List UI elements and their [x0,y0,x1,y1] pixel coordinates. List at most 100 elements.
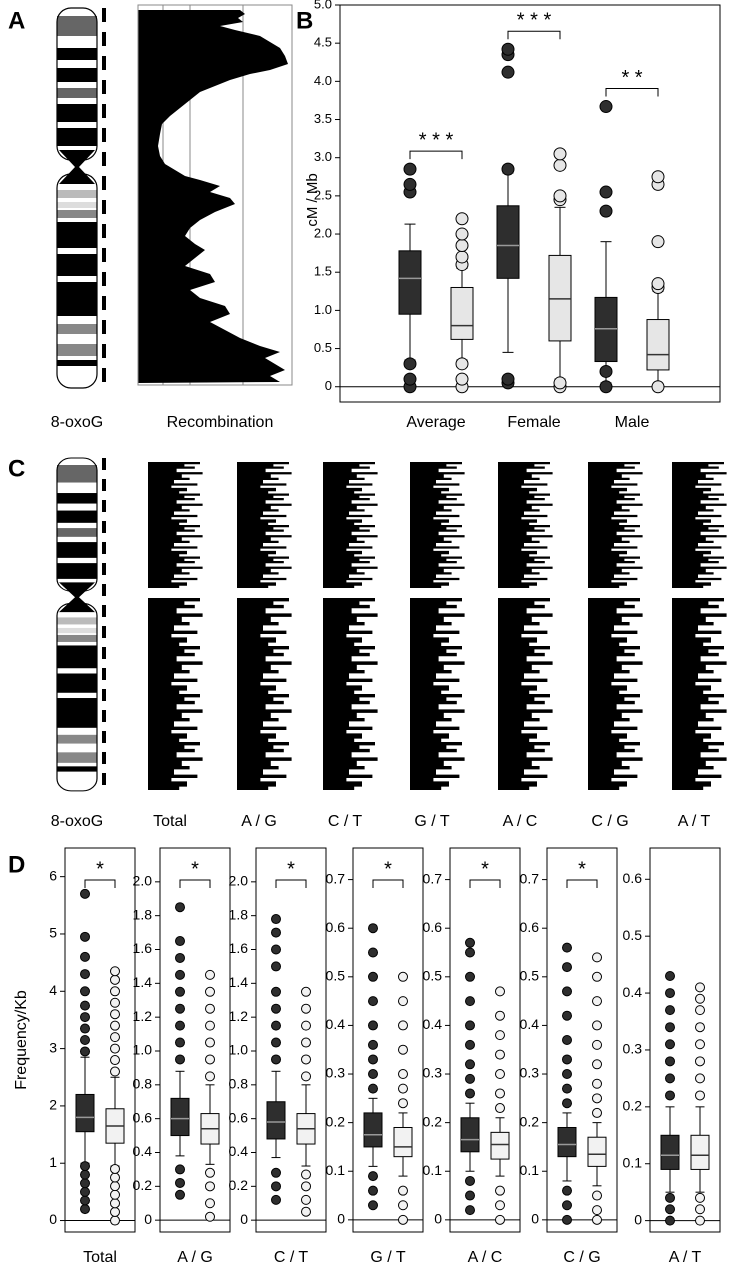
plot-frame [255,847,327,1233]
y-tick-label: 0.6 [229,1109,249,1125]
outlier [495,1088,505,1099]
outlier [398,971,408,982]
y-tick-label: 0.1 [326,1162,346,1178]
y-tick-label: 1.5 [314,264,332,279]
significance-bracket [409,150,463,160]
outlier [110,1020,120,1031]
outlier [562,942,572,953]
outlier [301,1071,311,1082]
outlier [301,1054,311,1065]
significance-bracket [179,879,211,888]
y-tick-label: 2.0 [229,873,249,889]
y-tick-label: 0.4 [229,1143,249,1159]
y-tick-label: 0.4 [133,1143,153,1159]
outlier [562,1054,572,1065]
outlier [175,986,185,997]
outlier [599,364,613,378]
y-tick-label: 0 [240,1211,248,1227]
outlier [271,1054,281,1065]
outlier [205,1037,215,1048]
outlier [562,1083,572,1094]
y-tick-label: 0.1 [623,1154,643,1170]
outlier [175,936,185,947]
profile-q-arm [588,598,643,790]
outlier [465,1190,475,1201]
outlier [495,1214,505,1225]
outlier [80,931,90,942]
outlier [80,986,90,997]
profile-q-arm [148,598,203,790]
x-axis-label: A / T [669,1249,702,1266]
outlier [368,1171,378,1182]
outlier [368,1069,378,1080]
significance-label: * [96,858,104,880]
y-tick-label: 0.4 [623,984,643,1000]
outlier [592,1205,602,1216]
outlier [110,1032,120,1043]
outlier [80,1186,90,1197]
outlier [175,1020,185,1031]
plot-frame [649,847,721,1233]
outlier [175,1037,185,1048]
outlier [110,1181,120,1192]
outlier [271,1181,281,1192]
y-tick-label: 1.4 [229,974,249,990]
box [594,296,618,363]
significance-label: * [384,858,392,880]
outlier [110,1215,120,1226]
outlier [110,1206,120,1217]
outlier [592,1107,602,1118]
outlier [465,1073,475,1084]
profile-p-arm [148,462,203,588]
outlier [175,952,185,963]
y-tick-label: 0.7 [520,870,540,886]
profile-p-arm [672,462,727,588]
x-tick-label: Male [615,414,650,431]
outlier [651,277,665,291]
outlier [562,1214,572,1225]
y-tick-label: 0.4 [326,1016,346,1032]
y-tick-label: 0 [49,1211,57,1227]
outlier [175,902,185,913]
outlier [553,147,567,161]
box [496,205,520,279]
outlier [553,376,567,390]
y-tick-label: 0.7 [326,870,346,886]
outlier [205,969,215,980]
significance-label: * [191,858,199,880]
outlier [592,1093,602,1104]
outlier [205,1198,215,1209]
panel-letter: A [8,7,25,34]
box [450,286,474,340]
outlier [592,1214,602,1225]
y-tick-label: 3.0 [314,149,332,164]
y-tick-label: 2.0 [314,225,332,240]
outlier [368,947,378,958]
outlier [665,1005,675,1016]
outlier [271,1167,281,1178]
outlier [495,1200,505,1211]
y-tick-label: 0 [325,378,332,393]
outlier [398,1083,408,1094]
outlier [599,204,613,218]
plot-frame [159,847,231,1233]
outlier [695,1192,705,1203]
profile-q-arm [672,598,727,790]
y-tick-label: 0.1 [423,1162,443,1178]
outlier [80,1035,90,1045]
y-tick-label: 0.8 [133,1076,153,1092]
outlier [501,42,515,56]
profile-p-arm [410,462,465,588]
x-axis-label: C / T [274,1249,309,1266]
outlier [175,1177,185,1188]
y-tick-label: 0.3 [326,1065,346,1081]
box [646,319,670,371]
outlier [665,1073,675,1084]
y-tick-label: 0.4 [423,1016,443,1032]
outlier [665,1022,675,1033]
outlier [368,1039,378,1050]
profile-q-arm [410,598,465,790]
track-label: Recombination [167,414,274,431]
outlier [562,986,572,997]
